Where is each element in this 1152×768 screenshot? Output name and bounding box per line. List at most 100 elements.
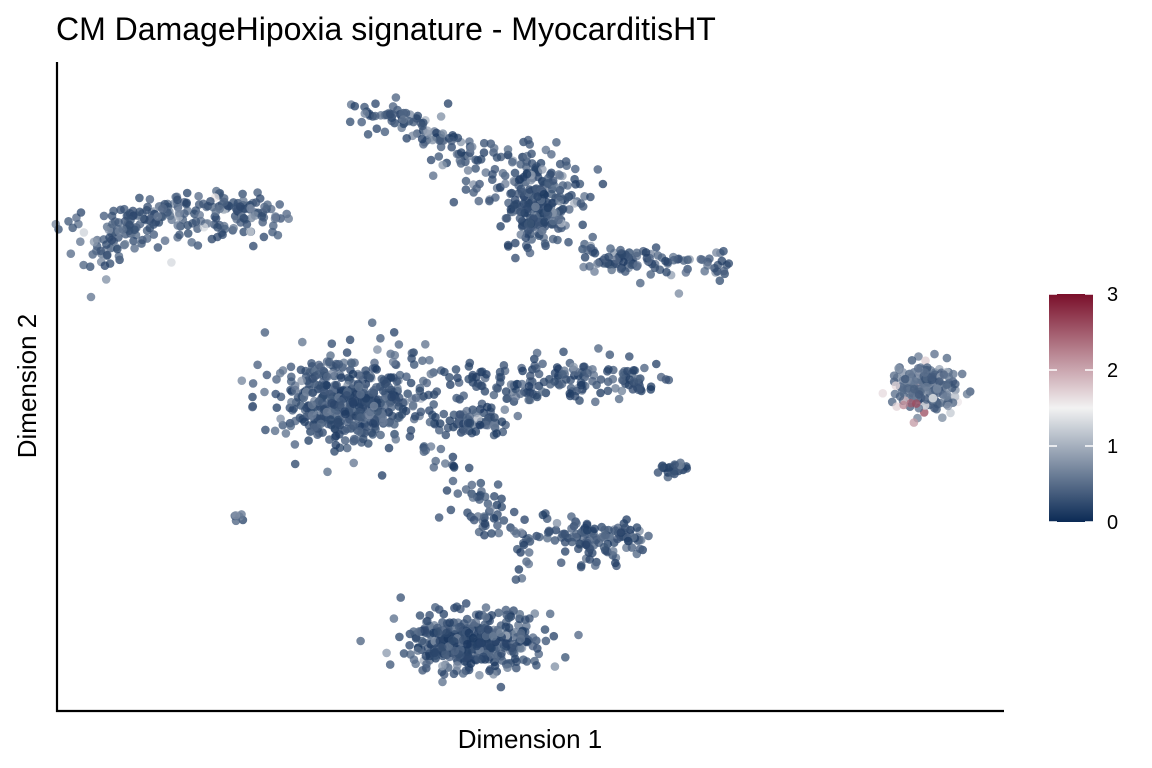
data-point <box>310 423 319 432</box>
data-point <box>511 238 520 248</box>
data-point <box>705 254 714 263</box>
data-point <box>68 223 77 233</box>
data-point <box>531 202 540 212</box>
data-point <box>145 195 155 204</box>
data-point <box>281 429 291 438</box>
data-point <box>445 416 455 426</box>
data-point <box>474 196 484 206</box>
data-point <box>462 653 472 662</box>
data-point <box>453 489 463 498</box>
data-point <box>418 356 427 366</box>
data-point <box>922 382 931 392</box>
data-point <box>525 185 534 194</box>
data-point <box>571 164 580 174</box>
data-point <box>650 263 660 273</box>
data-point <box>167 258 176 267</box>
data-point <box>497 649 506 658</box>
data-point <box>149 220 158 229</box>
data-point <box>348 369 358 379</box>
data-point <box>477 381 487 391</box>
cluster-small-island <box>653 458 692 482</box>
data-point <box>528 641 538 651</box>
data-point <box>385 417 395 427</box>
data-point <box>494 608 503 618</box>
data-point <box>334 359 344 369</box>
data-point <box>928 393 938 403</box>
data-point <box>411 659 421 669</box>
data-point <box>492 153 502 162</box>
data-point <box>316 419 326 429</box>
data-point <box>342 391 352 400</box>
data-point <box>428 171 438 180</box>
data-point <box>420 626 430 635</box>
data-point <box>248 392 257 402</box>
data-point <box>683 255 692 265</box>
data-point <box>116 205 125 215</box>
data-point <box>417 636 427 646</box>
data-point <box>434 152 444 161</box>
data-point <box>515 609 525 619</box>
data-point <box>942 392 951 401</box>
data-point <box>513 411 523 421</box>
data-point <box>481 168 491 177</box>
data-point <box>446 505 456 515</box>
data-point <box>608 374 618 384</box>
data-point <box>389 328 399 337</box>
data-point <box>476 638 485 648</box>
data-point <box>629 377 639 386</box>
data-point <box>158 204 168 213</box>
data-point <box>261 425 270 435</box>
data-point <box>627 543 637 552</box>
data-point <box>443 423 453 433</box>
data-point <box>583 368 592 378</box>
data-point <box>114 218 123 227</box>
cluster-tiny-left <box>230 510 248 526</box>
data-point <box>494 528 504 538</box>
data-point <box>522 169 532 179</box>
data-point <box>238 189 247 199</box>
data-point <box>593 259 602 268</box>
data-point <box>523 203 532 213</box>
data-point <box>932 404 941 414</box>
data-point <box>719 266 729 276</box>
data-point <box>441 649 450 659</box>
data-point <box>101 275 111 284</box>
data-point <box>538 165 547 174</box>
data-point <box>368 430 378 439</box>
data-point <box>215 204 224 214</box>
data-point <box>325 357 334 367</box>
data-point <box>612 254 621 264</box>
data-point <box>712 248 721 257</box>
data-point <box>598 179 608 189</box>
data-point <box>275 200 285 209</box>
data-point <box>174 208 184 218</box>
data-point <box>103 250 112 260</box>
cluster-center-arm <box>425 399 523 440</box>
data-point <box>380 127 390 137</box>
data-point <box>461 485 471 494</box>
data-point <box>724 259 734 268</box>
data-point <box>558 204 568 214</box>
data-point <box>527 159 537 168</box>
data-point <box>113 244 122 254</box>
data-point <box>946 408 955 418</box>
data-point <box>538 226 547 236</box>
data-point <box>519 655 528 664</box>
data-point <box>508 646 517 656</box>
data-point <box>503 393 513 403</box>
data-point <box>524 395 533 405</box>
data-point <box>475 495 484 504</box>
data-point <box>356 636 365 646</box>
data-point <box>218 230 227 239</box>
data-point <box>480 519 490 528</box>
data-point <box>408 400 418 410</box>
data-point <box>534 369 544 379</box>
data-point <box>519 540 529 550</box>
data-point <box>258 217 268 227</box>
data-point <box>102 240 111 249</box>
data-point <box>927 372 936 382</box>
data-point <box>187 238 196 247</box>
data-point <box>371 99 380 108</box>
data-point <box>237 376 247 386</box>
data-point <box>604 365 613 374</box>
